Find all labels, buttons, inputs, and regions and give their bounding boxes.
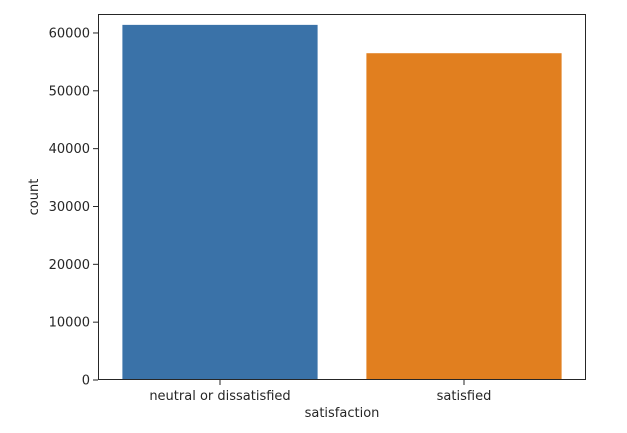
bar-1 — [366, 53, 562, 380]
plot-frame — [98, 14, 586, 380]
x-axis: neutral or dissatisfied satisfied — [149, 380, 491, 404]
y-tick-label: 40000 — [49, 142, 90, 157]
y-axis: 0 10000 20000 30000 40000 50000 60000 — [49, 26, 98, 389]
x-tick-label: neutral or dissatisfied — [149, 389, 290, 404]
bar-0 — [122, 24, 318, 381]
x-tick-label: satisfied — [437, 389, 492, 404]
y-tick-label: 20000 — [49, 258, 90, 273]
y-tick-label: 0 — [82, 374, 90, 389]
y-tick-label: 50000 — [49, 84, 90, 99]
y-tick-label: 60000 — [49, 26, 90, 41]
x-axis-label: satisfaction — [305, 406, 380, 421]
y-axis-label: count — [27, 179, 42, 216]
bars — [122, 24, 562, 381]
y-tick-label: 10000 — [49, 316, 90, 331]
y-tick-label: 30000 — [49, 200, 90, 215]
